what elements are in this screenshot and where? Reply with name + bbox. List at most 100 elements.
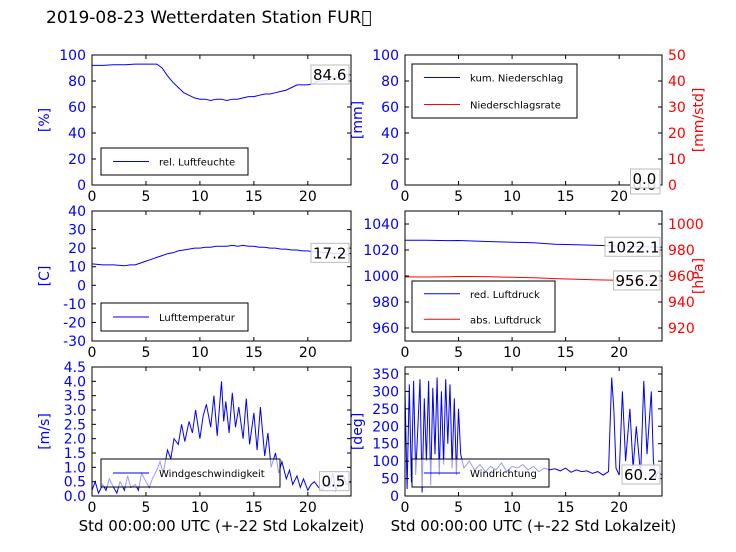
x-tick-label-temperature: 0 xyxy=(88,345,97,361)
x-tick-label-pressure: 10 xyxy=(503,345,521,361)
last-value-winddirection: 60.2 xyxy=(624,466,657,484)
last-value2-pressure-box xyxy=(613,270,661,291)
y-tick-label-temperature: -30 xyxy=(63,334,86,350)
x-tick-label-precipitation: 0 xyxy=(401,189,410,205)
x-tick-label-precipitation: 15 xyxy=(557,189,575,205)
legend-label-windspeed: Windgeschwindigkeit xyxy=(159,469,265,480)
legend-label-pressure: abs. Luftdruck xyxy=(470,315,541,326)
y-tick-label-windspeed: 1.5 xyxy=(64,446,86,462)
y-tick-label-windspeed: 0.5 xyxy=(64,475,86,491)
x-tick-label-winddirection: 5 xyxy=(454,500,463,516)
y-tick-label-humidity: 100 xyxy=(59,48,86,64)
y2-tick-label-pressure: 1000 xyxy=(668,217,704,233)
y-tick-label-winddirection: 150 xyxy=(372,437,399,453)
legend-box-pressure xyxy=(411,280,556,333)
y-tick-label-temperature: 30 xyxy=(68,223,86,239)
y-tick-label-pressure: 960 xyxy=(372,321,399,337)
x-tick-label-winddirection: 20 xyxy=(610,500,628,516)
last-value-winddirection-box xyxy=(621,464,661,485)
y2-tick-label-pressure: 920 xyxy=(668,321,695,337)
y-tick-label-pressure: 980 xyxy=(372,295,399,311)
y-tick-label-windspeed: 0.0 xyxy=(64,489,86,505)
y2-tick-label-pressure: 960 xyxy=(668,269,695,285)
y2-tick-label-precipitation: 40 xyxy=(668,74,686,90)
y-tick-label-pressure: 1000 xyxy=(363,269,399,285)
x-tick-label-precipitation: 20 xyxy=(610,189,628,205)
plot-frame-humidity xyxy=(91,54,352,186)
x-axis-label-winddirection: Std 00:00:00 UTC (+-22 Std Lokalzeit) xyxy=(391,517,677,535)
y-tick-label-windspeed: 1.0 xyxy=(64,460,86,476)
y2-tick-label-pressure: 980 xyxy=(668,243,695,259)
legend-label-temperature: Lufttemperatur xyxy=(159,313,236,324)
x-tick-label-humidity: 10 xyxy=(191,189,209,205)
y-tick-label-temperature: -20 xyxy=(63,315,86,331)
y-tick-label-temperature: 10 xyxy=(68,260,86,276)
plot-frame-temperature xyxy=(91,210,352,342)
x-tick-label-humidity: 5 xyxy=(141,189,150,205)
y-axis-label-temperature: [C] xyxy=(37,266,53,287)
last-value-windspeed-box xyxy=(319,471,350,492)
legend-label-precipitation: kum. Niederschlag xyxy=(470,74,563,85)
legend-label-precipitation: Niederschlagsrate xyxy=(470,101,561,112)
y-tick-label-humidity: 0 xyxy=(77,178,86,194)
last-value-humidity: 84.6 xyxy=(313,66,346,84)
y-tick-label-winddirection: 50 xyxy=(381,472,399,488)
y2-axis-label-precipitation: [mm/std] xyxy=(691,88,707,153)
last-value2-precipitation: 0.0 xyxy=(633,170,657,188)
plot-frame-precipitation xyxy=(404,54,663,186)
page-title: 2019-08-23 Wetterdaten Station FUR  xyxy=(46,8,372,28)
x-tick-label-windspeed: 5 xyxy=(141,500,150,516)
x-tick-label-temperature: 5 xyxy=(141,345,150,361)
y-tick-label-windspeed: 3.5 xyxy=(64,389,86,405)
y-tick-label-winddirection: 250 xyxy=(372,402,399,418)
y2-tick-label-precipitation: 30 xyxy=(668,100,686,116)
y-tick-label-precipitation: 100 xyxy=(372,48,399,64)
x-tick-label-temperature: 20 xyxy=(299,345,317,361)
x-tick-label-temperature: 15 xyxy=(245,345,263,361)
plot-frame-winddirection xyxy=(404,366,663,497)
last-value-windspeed: 0.5 xyxy=(322,473,346,491)
y-tick-label-humidity: 40 xyxy=(68,126,86,142)
y-tick-label-precipitation: 80 xyxy=(381,74,399,90)
y-tick-label-windspeed: 4.0 xyxy=(64,374,86,390)
y-tick-label-humidity: 20 xyxy=(68,152,86,168)
x-tick-label-humidity: 15 xyxy=(245,189,263,205)
x-tick-label-pressure: 5 xyxy=(454,345,463,361)
last-value-pressure-box xyxy=(604,236,661,257)
y-tick-label-windspeed: 2.5 xyxy=(64,417,86,433)
legend-label-winddirection: Windrichtung xyxy=(470,469,537,480)
last-value-temperature-box xyxy=(310,242,350,263)
last-value-temperature: 17.2 xyxy=(313,244,346,262)
last-value-pressure: 1022.1 xyxy=(607,238,660,256)
y-tick-label-temperature: 20 xyxy=(68,241,86,257)
x-tick-label-pressure: 15 xyxy=(557,345,575,361)
x-tick-label-humidity: 20 xyxy=(299,189,317,205)
y-axis-label-precipitation: [mm] xyxy=(350,101,366,139)
y-axis-label-humidity: [%] xyxy=(37,108,53,132)
legend-box-precipitation xyxy=(411,63,578,119)
y-tick-label-windspeed: 4.5 xyxy=(64,360,86,376)
x-tick-label-windspeed: 20 xyxy=(299,500,317,516)
last-value2-precipitation-box xyxy=(630,168,661,189)
y-tick-label-winddirection: 100 xyxy=(372,454,399,470)
y-tick-label-winddirection: 0 xyxy=(390,489,399,505)
x-tick-label-winddirection: 0 xyxy=(401,500,410,516)
x-tick-label-windspeed: 15 xyxy=(245,500,263,516)
x-tick-label-temperature: 10 xyxy=(191,345,209,361)
y-tick-label-winddirection: 300 xyxy=(372,384,399,400)
x-tick-label-winddirection: 10 xyxy=(503,500,521,516)
y-tick-label-precipitation: 0 xyxy=(390,178,399,194)
y-tick-label-precipitation: 60 xyxy=(381,100,399,116)
y-tick-label-pressure: 1040 xyxy=(363,217,399,233)
y-tick-label-temperature: -10 xyxy=(63,297,86,313)
x-tick-label-winddirection: 15 xyxy=(557,500,575,516)
y-axis-label-windspeed: [m/s] xyxy=(37,413,53,450)
y2-tick-label-precipitation: 10 xyxy=(668,152,686,168)
y-tick-label-precipitation: 40 xyxy=(381,126,399,142)
plot-frame-windspeed xyxy=(91,366,352,497)
y2-tick-label-precipitation: 50 xyxy=(668,48,686,64)
x-tick-label-precipitation: 10 xyxy=(503,189,521,205)
x-tick-label-pressure: 20 xyxy=(610,345,628,361)
y-tick-label-windspeed: 2.0 xyxy=(64,432,86,448)
